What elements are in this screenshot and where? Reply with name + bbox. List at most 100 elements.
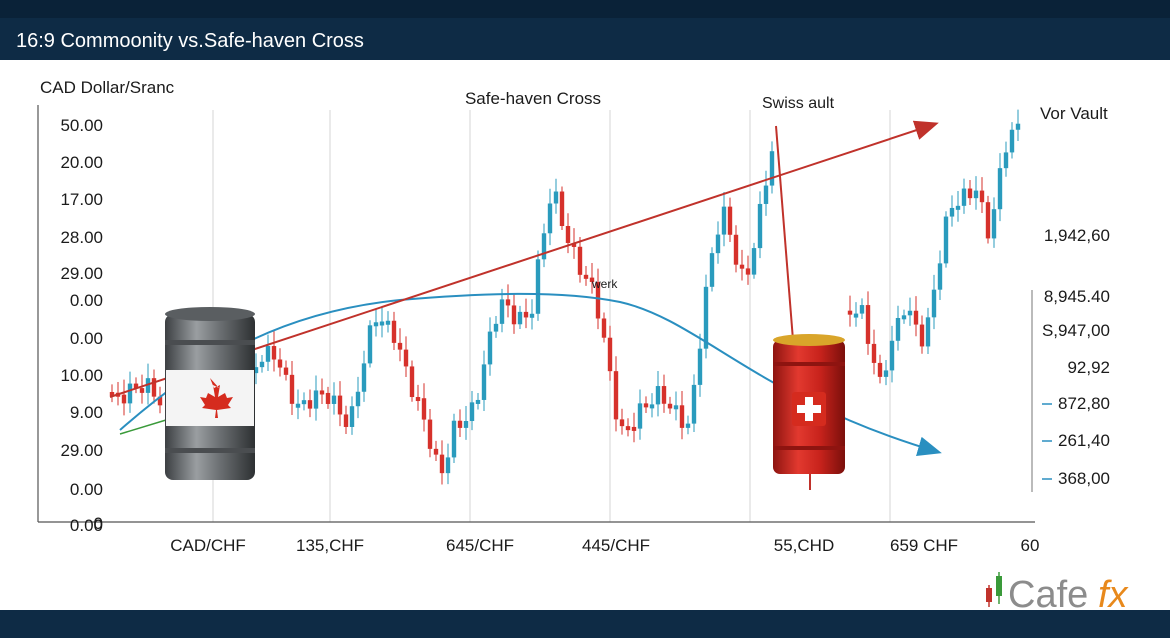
- y-tick-label: 9.00: [70, 403, 103, 422]
- candle-body: [109, 392, 115, 396]
- x-tick-label: 55,CHD: [774, 536, 834, 555]
- y-tick-label: 0: [94, 514, 103, 533]
- candle-body: [937, 263, 943, 290]
- candle-body: [133, 383, 139, 389]
- y-tick-label: 29.00: [60, 441, 103, 460]
- candle-body: [535, 259, 541, 314]
- candle-body: [457, 420, 463, 428]
- candle-body: [715, 234, 721, 254]
- candle-body: [895, 317, 901, 341]
- candle-body: [751, 248, 757, 275]
- logo-main: Cafe: [1008, 574, 1088, 616]
- y-tick-label: 0.00: [70, 329, 103, 348]
- candle-body: [265, 346, 271, 362]
- candle-body: [517, 311, 523, 325]
- candle-body: [871, 343, 877, 363]
- candle-body: [547, 203, 553, 234]
- candle-body: [1009, 129, 1015, 153]
- right-label: 872,80: [1058, 394, 1110, 413]
- chart-title: Safe-haven Cross: [465, 89, 601, 108]
- candle-body: [949, 207, 955, 217]
- y-axis-title: CAD Dollar/Sranc: [40, 78, 175, 97]
- candle-body: [763, 185, 769, 204]
- candle-body: [283, 367, 289, 375]
- candle-body: [505, 299, 511, 306]
- candle-body: [739, 264, 745, 269]
- y-tick-label: 17.00: [60, 190, 103, 209]
- candle-body: [487, 331, 493, 365]
- candle-body: [409, 366, 415, 398]
- candle-body: [661, 386, 667, 404]
- candle-body: [649, 404, 655, 409]
- candle-body: [613, 371, 619, 420]
- canada-barrel: [165, 307, 255, 480]
- candle-body: [853, 313, 859, 318]
- candle-body: [571, 242, 577, 247]
- y-tick-label: 20.00: [60, 153, 103, 172]
- candle-body: [973, 190, 979, 199]
- candle-body: [313, 390, 319, 409]
- candle-body: [955, 205, 961, 210]
- candle-body: [385, 320, 391, 325]
- y-tick-label: 50.00: [60, 116, 103, 135]
- candle-body: [541, 233, 547, 260]
- candle-body: [511, 305, 517, 325]
- right-label: 1,942,60: [1044, 226, 1110, 245]
- candle-body: [325, 392, 331, 404]
- candle-body: [367, 325, 373, 364]
- candle-body: [343, 414, 349, 427]
- candle-body: [481, 364, 487, 400]
- candle-body: [379, 321, 385, 326]
- candle-body: [403, 349, 409, 367]
- candle-body: [391, 320, 397, 343]
- candle-body: [469, 402, 475, 422]
- candle-body: [913, 310, 919, 325]
- candle-body: [361, 363, 367, 392]
- candle-body: [631, 426, 637, 431]
- candles: [109, 109, 1021, 485]
- candle-body: [157, 396, 163, 406]
- candle-body: [277, 359, 283, 368]
- candle-body: [151, 378, 157, 397]
- candle-body: [589, 277, 595, 282]
- candle-body: [373, 322, 379, 327]
- candle-body: [127, 383, 133, 404]
- candle-body: [493, 323, 499, 332]
- candle-body: [643, 403, 649, 408]
- candle-body: [703, 286, 709, 349]
- y-tick-label: 29.00: [60, 264, 103, 283]
- candle-body: [355, 391, 361, 407]
- candle-body: [637, 403, 643, 429]
- grid: [212, 110, 891, 522]
- candle-body: [925, 317, 931, 347]
- candle-body: [1003, 152, 1009, 169]
- candle-body: [331, 395, 337, 404]
- x-tick-label: 645/CHF: [446, 536, 514, 555]
- y-tick-label: 10.00: [60, 366, 103, 385]
- candle-body: [979, 190, 985, 203]
- candle-body: [961, 188, 967, 206]
- candle-body: [337, 395, 343, 415]
- axis-labels: 50.00 20.00 17.00 28.00 29.00 0.00 0.00 10.00 9.…: [60, 116, 1110, 555]
- right-label: S,947,00: [1042, 321, 1110, 340]
- candle-body: [907, 310, 913, 316]
- candle-body: [523, 311, 529, 318]
- candle-body: [721, 206, 727, 235]
- x-tick-label: CAD/CHF: [170, 536, 246, 555]
- swiss-barrel: [773, 334, 845, 490]
- candle-body: [985, 202, 991, 239]
- candle-body: [439, 454, 445, 474]
- candle-body: [553, 191, 559, 204]
- logo-accent: fx: [1098, 574, 1130, 616]
- y-tick-label: 28.00: [60, 228, 103, 247]
- candle-body: [679, 405, 685, 428]
- candle-body: [295, 403, 301, 408]
- header-strip: [0, 0, 1170, 18]
- candle-body: [121, 394, 127, 404]
- candle-body: [529, 313, 535, 318]
- candle-body: [709, 253, 715, 287]
- candle-body: [499, 299, 505, 324]
- candle-body: [583, 274, 589, 279]
- x-tick-label: 445/CHF: [582, 536, 650, 555]
